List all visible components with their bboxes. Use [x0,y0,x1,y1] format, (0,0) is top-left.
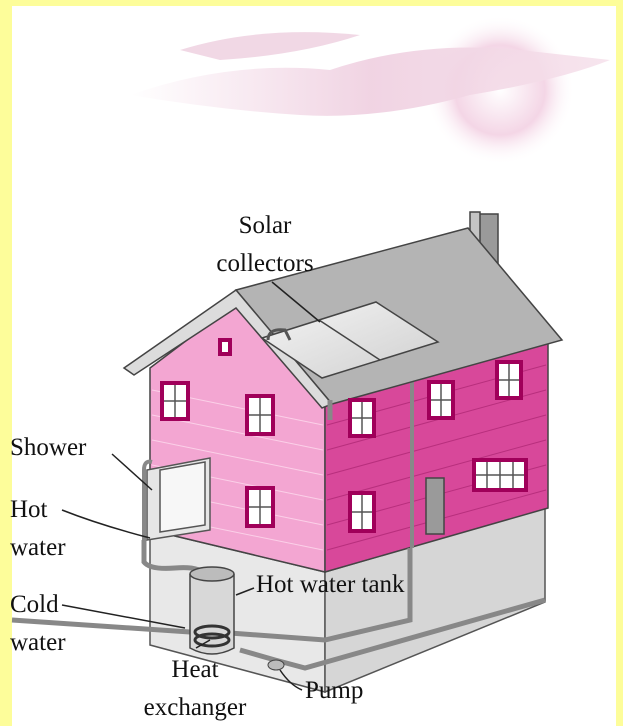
label-pump: Pump [305,677,363,704]
hot-water-tank [190,567,234,654]
label-heat-exchanger: exchanger [144,694,247,721]
diagram: Solar collectors Shower Hot water Cold water Ho… [0,0,623,726]
label-cold-water: Cold [10,591,59,618]
label-hot-water: Hot [10,496,48,523]
label-solar-collectors: collectors [216,250,313,277]
label-solar-collectors: Solar [239,212,292,239]
label-shower: Shower [10,434,87,461]
label-heat-exchanger: Heat [171,656,218,683]
label-cold-water: water [10,629,66,656]
label-hot-water-tank: Hot water tank [256,571,405,598]
shower [144,458,210,540]
pump-device [268,660,284,670]
label-hot-water: water [10,534,66,561]
